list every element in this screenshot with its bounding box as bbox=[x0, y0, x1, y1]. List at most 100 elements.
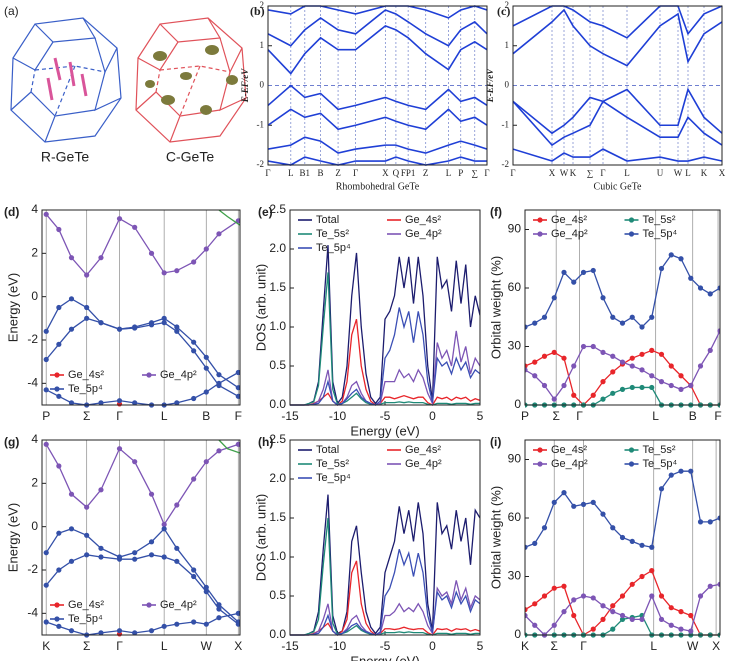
series-line bbox=[268, 156, 487, 166]
data-point bbox=[619, 320, 626, 326]
x-tick-label: Σ bbox=[552, 409, 559, 423]
x-tick-label: Q bbox=[393, 168, 400, 178]
data-point bbox=[697, 285, 704, 291]
x-tick-label: ∑ bbox=[472, 168, 478, 178]
data-point bbox=[116, 398, 123, 404]
y-tick-label: 1.5 bbox=[269, 510, 286, 524]
legend-marker bbox=[628, 231, 635, 237]
data-point bbox=[132, 324, 138, 330]
data-point bbox=[668, 363, 674, 369]
data-point bbox=[98, 630, 104, 636]
legend-label: Ge_4s² bbox=[68, 599, 104, 611]
r-gete-motifs bbox=[46, 57, 88, 101]
y-tick-label: 2 bbox=[260, 0, 265, 10]
x-tick-label: Σ bbox=[83, 409, 90, 423]
data-point bbox=[707, 583, 713, 589]
legend-marker bbox=[54, 616, 60, 622]
data-point bbox=[148, 539, 155, 545]
panel-label: (h) bbox=[258, 435, 273, 449]
data-point bbox=[532, 540, 538, 546]
data-point bbox=[668, 472, 674, 478]
data-point bbox=[619, 593, 626, 599]
data-point bbox=[525, 324, 528, 330]
series-line bbox=[268, 84, 487, 111]
data-point bbox=[203, 246, 209, 252]
y-tick-label: 0.0 bbox=[269, 627, 286, 641]
data-point bbox=[98, 255, 104, 261]
data-point bbox=[132, 459, 138, 465]
data-point bbox=[541, 314, 548, 320]
data-point bbox=[590, 595, 596, 601]
x-tick-label: ∑ bbox=[587, 168, 593, 178]
legend-label: Te_5p⁴ bbox=[316, 472, 351, 484]
data-point bbox=[132, 556, 138, 562]
x-tick-label: L bbox=[685, 168, 691, 178]
x-tick-label: -5 bbox=[380, 639, 391, 653]
x-tick-label: 5 bbox=[477, 639, 484, 653]
x-tick-label: Γ bbox=[353, 168, 358, 178]
caption: R-GeTe bbox=[41, 149, 89, 165]
data-point bbox=[658, 351, 665, 357]
data-point bbox=[216, 448, 222, 454]
data-point bbox=[678, 373, 684, 379]
data-point bbox=[174, 502, 180, 508]
y-axis-label: Energy (eV) bbox=[5, 273, 20, 342]
panel-label: (f) bbox=[490, 205, 502, 219]
data-point bbox=[668, 252, 674, 258]
data-point bbox=[525, 363, 528, 369]
data-point bbox=[56, 463, 62, 469]
data-point bbox=[649, 568, 655, 574]
legend-label: Ge_4p² bbox=[405, 228, 442, 240]
data-point bbox=[235, 369, 240, 376]
data-point bbox=[56, 623, 62, 629]
data-point bbox=[610, 390, 616, 396]
x-tick-label: Γ bbox=[510, 168, 515, 178]
legend-label: Te_5s² bbox=[643, 214, 676, 226]
legend-label: Total bbox=[316, 214, 339, 226]
data-point bbox=[580, 593, 587, 599]
data-point bbox=[610, 603, 616, 609]
data-point bbox=[43, 582, 49, 588]
data-point bbox=[43, 328, 49, 334]
data-point bbox=[629, 538, 635, 545]
data-point bbox=[216, 372, 222, 378]
series-line bbox=[45, 298, 239, 397]
data-point bbox=[148, 552, 155, 558]
data-point bbox=[629, 581, 635, 587]
data-point bbox=[668, 622, 674, 628]
data-point bbox=[551, 585, 557, 591]
data-point bbox=[551, 349, 557, 355]
series-line bbox=[290, 307, 480, 406]
legend-marker bbox=[537, 217, 543, 223]
legend-label: Ge_4p² bbox=[160, 599, 197, 611]
data-point bbox=[216, 380, 222, 386]
y-tick-label: 2 bbox=[31, 246, 38, 260]
data-point bbox=[561, 583, 567, 589]
y-tick-label: 2.5 bbox=[269, 432, 286, 446]
data-point bbox=[235, 385, 240, 391]
data-point bbox=[668, 605, 674, 611]
data-point bbox=[649, 593, 655, 599]
data-point bbox=[532, 601, 538, 607]
r-gete-cell bbox=[10, 17, 122, 143]
x-tick-label: K bbox=[42, 639, 50, 653]
data-point bbox=[619, 534, 626, 541]
data-point bbox=[619, 616, 626, 623]
legend-label: Te_5s² bbox=[316, 458, 349, 470]
data-point bbox=[68, 628, 75, 634]
y-tick-label: -1 bbox=[257, 119, 265, 129]
plot-frame bbox=[289, 209, 481, 406]
data-point bbox=[116, 556, 123, 562]
x-tick-label: -10 bbox=[329, 409, 347, 423]
data-point bbox=[43, 550, 49, 556]
data-point bbox=[658, 486, 665, 492]
data-point bbox=[132, 224, 138, 230]
data-point bbox=[161, 623, 167, 629]
y-tick-label: 0 bbox=[260, 80, 265, 90]
x-tick-label: -5 bbox=[380, 409, 391, 423]
data-point bbox=[629, 363, 635, 369]
data-point bbox=[580, 501, 587, 507]
data-point bbox=[84, 304, 90, 311]
legend-label: Ge_4p² bbox=[551, 228, 588, 240]
legend-label: Te_5s² bbox=[316, 228, 349, 240]
